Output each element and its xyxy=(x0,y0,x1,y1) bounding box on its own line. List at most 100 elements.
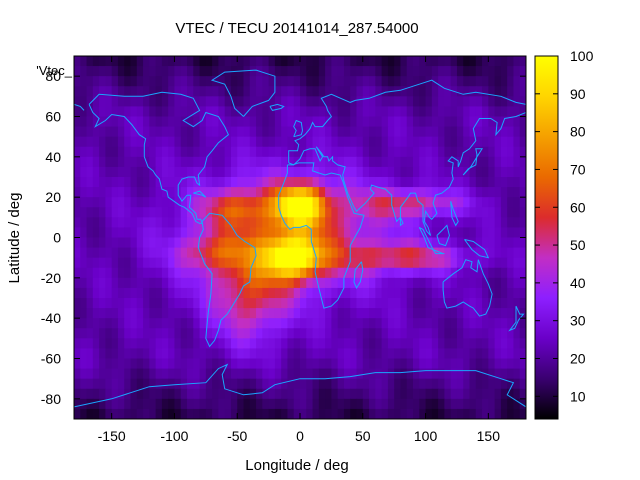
heatmap-cell xyxy=(287,378,295,390)
heatmap-cell xyxy=(230,368,238,380)
heatmap-cell xyxy=(256,308,263,319)
heatmap-cell xyxy=(444,217,452,229)
heatmap-cell xyxy=(237,136,245,148)
heatmap-cell xyxy=(381,378,389,390)
heatmap-cell xyxy=(444,96,452,108)
heatmap-cell xyxy=(431,398,439,410)
heatmap-cell xyxy=(325,66,332,77)
heatmap-cell xyxy=(237,257,245,269)
heatmap-cell xyxy=(469,287,477,299)
heatmap-cell xyxy=(381,146,389,158)
heatmap-cell xyxy=(469,106,477,118)
heatmap-cell xyxy=(237,96,245,108)
heatmap-cell xyxy=(519,358,526,370)
heatmap-cell xyxy=(99,277,106,289)
heatmap-cell xyxy=(86,267,94,279)
heatmap-cell xyxy=(507,217,515,229)
heatmap-cell xyxy=(143,318,150,329)
heatmap-cell xyxy=(136,267,144,279)
heatmap-cell xyxy=(287,207,295,218)
heatmap-cell xyxy=(318,267,326,279)
heatmap-cell xyxy=(218,368,226,380)
heatmap-cell xyxy=(356,358,364,370)
heatmap-cell xyxy=(500,56,508,67)
heatmap-cell xyxy=(262,136,270,148)
heatmap-cell xyxy=(74,126,81,138)
heatmap-cell xyxy=(205,116,213,128)
heatmap-cell xyxy=(205,126,213,138)
heatmap-cell xyxy=(438,287,445,299)
heatmap-cell xyxy=(469,318,477,329)
heatmap-cell xyxy=(318,76,326,87)
heatmap-cell xyxy=(300,187,307,198)
heatmap-cell xyxy=(237,237,245,249)
heatmap-cell xyxy=(161,318,169,329)
heatmap-cell xyxy=(300,378,307,390)
heatmap-cell xyxy=(111,207,119,218)
heatmap-cell xyxy=(381,257,389,269)
heatmap-cell xyxy=(111,76,119,87)
heatmap-cell xyxy=(193,217,201,229)
heatmap-cell xyxy=(475,338,483,350)
heatmap-cell xyxy=(312,247,320,259)
heatmap-cell xyxy=(337,277,345,289)
heatmap-cell xyxy=(475,86,483,97)
heatmap-cell xyxy=(124,298,132,309)
heatmap-cell xyxy=(494,96,502,108)
heatmap-cell xyxy=(406,247,414,259)
heatmap-cell xyxy=(312,318,320,329)
heatmap-cell xyxy=(456,56,464,67)
heatmap-cell xyxy=(450,308,458,319)
heatmap-cell xyxy=(318,257,326,269)
heatmap-cell xyxy=(312,237,320,249)
chart-title: VTEC / TECU 20141014_287.54000 xyxy=(175,20,418,37)
heatmap-cell xyxy=(111,187,119,198)
heatmap-cell xyxy=(375,197,383,208)
heatmap-cell xyxy=(350,166,358,178)
heatmap-cell xyxy=(80,86,88,97)
heatmap-cell xyxy=(237,56,245,67)
heatmap-cell xyxy=(519,318,526,329)
heatmap-cell xyxy=(494,177,502,188)
heatmap-cell xyxy=(237,146,245,158)
heatmap-cell xyxy=(507,378,515,390)
heatmap-cell xyxy=(425,56,433,67)
heatmap-cell xyxy=(438,177,445,188)
coastline xyxy=(278,162,365,309)
heatmap-cell xyxy=(444,267,452,279)
heatmap-cell xyxy=(475,156,483,168)
heatmap-cell xyxy=(381,56,389,67)
heatmap-cell xyxy=(268,86,276,97)
heatmap-cell xyxy=(369,368,376,380)
heatmap-cell xyxy=(306,287,314,299)
heatmap-cell xyxy=(111,348,119,360)
heatmap-cell xyxy=(281,197,289,208)
heatmap-cell xyxy=(168,106,176,118)
heatmap-cell xyxy=(74,187,81,198)
heatmap-cell xyxy=(300,257,307,269)
heatmap-cell xyxy=(74,56,81,67)
coastline xyxy=(436,224,450,247)
heatmap-cell xyxy=(237,177,245,188)
heatmap-cell xyxy=(362,136,370,148)
heatmap-cell xyxy=(425,298,433,309)
heatmap-cell xyxy=(500,247,508,259)
heatmap-cell xyxy=(519,76,526,87)
heatmap-cell xyxy=(475,318,483,329)
heatmap-cell xyxy=(306,217,314,229)
heatmap-cell xyxy=(431,237,439,249)
heatmap-cell xyxy=(438,267,445,279)
heatmap-cell xyxy=(362,298,370,309)
heatmap-cell xyxy=(117,197,125,208)
heatmap-cell xyxy=(199,388,207,400)
heatmap-cell xyxy=(343,378,351,390)
heatmap-cell xyxy=(218,96,226,108)
heatmap-cell xyxy=(249,287,257,299)
heatmap-cell xyxy=(224,237,232,249)
heatmap-cell xyxy=(300,217,307,229)
heatmap-cell xyxy=(86,66,94,77)
colorbar-tick-label: 90 xyxy=(570,86,586,102)
heatmap-cell xyxy=(362,237,370,249)
heatmap-cell xyxy=(205,56,213,67)
